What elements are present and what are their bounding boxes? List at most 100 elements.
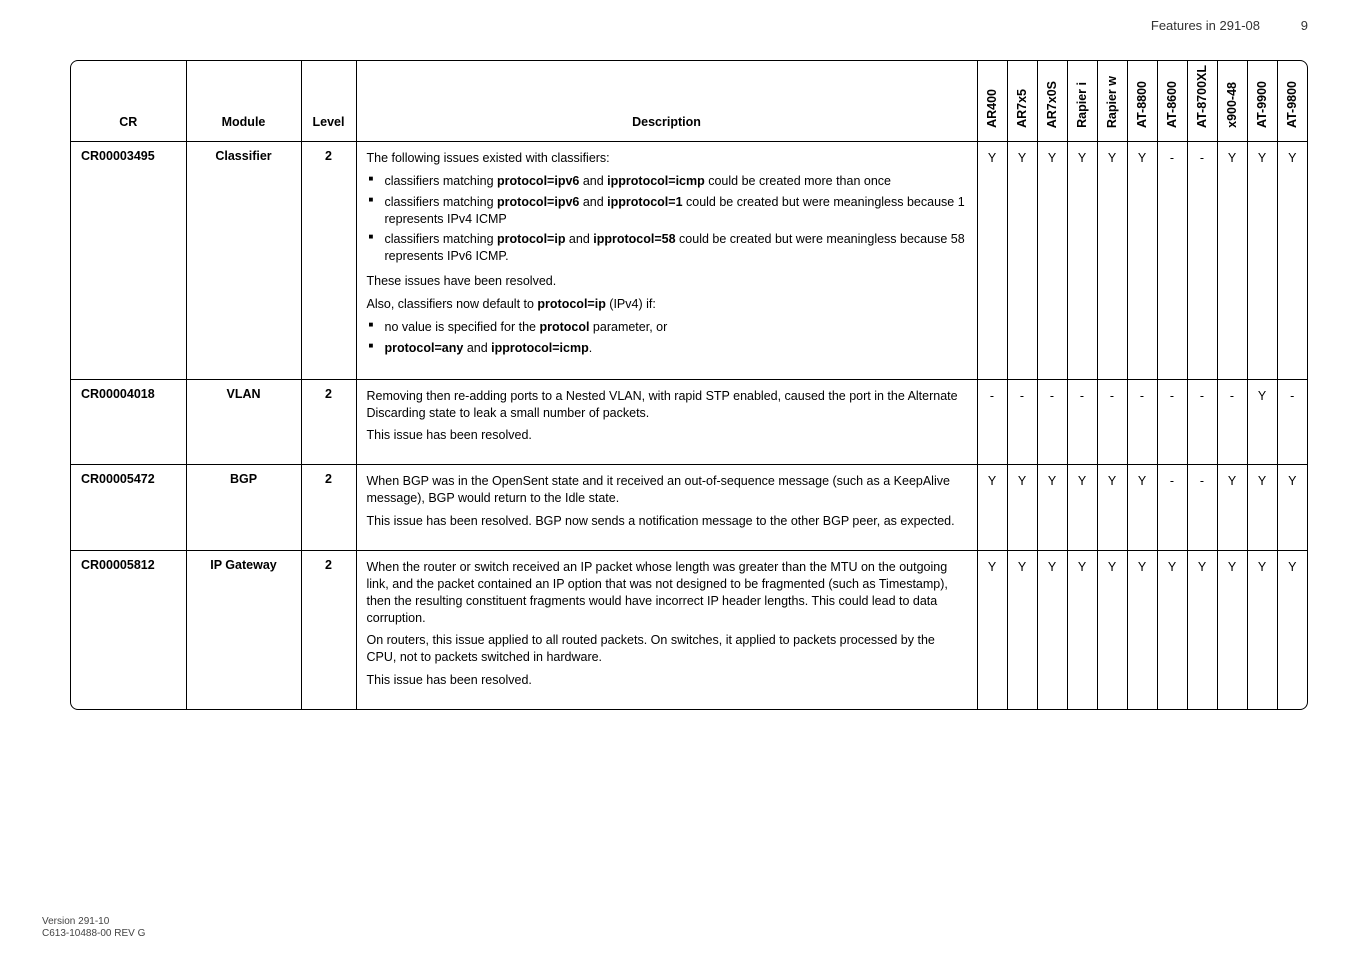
flag-cell: Y — [1277, 465, 1307, 551]
description-cell: Removing then re-adding ports to a Neste… — [356, 379, 977, 465]
flag-cell: Y — [1247, 550, 1277, 709]
flag-cell: Y — [1277, 141, 1307, 379]
desc-text: The following issues existed with classi… — [367, 150, 967, 167]
col-flag-0: AR400 — [977, 61, 1007, 141]
module-name: IP Gateway — [186, 550, 301, 709]
cr-id: CR00005812 — [71, 550, 186, 709]
flag-cell: - — [1187, 141, 1217, 379]
flag-cell: Y — [1187, 550, 1217, 709]
col-flag-8: x900-48 — [1217, 61, 1247, 141]
desc-text: Also, classifiers now default to protoco… — [367, 296, 967, 313]
table-row: CR00005812 IP Gateway 2 When the router … — [71, 550, 1307, 709]
flag-cell: - — [977, 379, 1007, 465]
flag-cell: Y — [977, 141, 1007, 379]
flag-cell: Y — [1097, 465, 1127, 551]
level-value: 2 — [301, 550, 356, 709]
desc-text: This issue has been resolved. — [367, 427, 967, 444]
level-value: 2 — [301, 379, 356, 465]
description-cell: The following issues existed with classi… — [356, 141, 977, 379]
col-cr: CR — [71, 61, 186, 141]
flag-cell: Y — [1127, 141, 1157, 379]
flag-cell: - — [1157, 465, 1187, 551]
footer-version: Version 291-10 — [42, 916, 145, 928]
list-item: classifiers matching protocol=ipv6 and i… — [385, 173, 967, 190]
flag-cell: - — [1217, 379, 1247, 465]
flag-cell: - — [1157, 379, 1187, 465]
flag-cell: Y — [1097, 550, 1127, 709]
flag-cell: Y — [1037, 550, 1067, 709]
flag-cell: - — [1007, 379, 1037, 465]
col-flag-2: AR7x0S — [1037, 61, 1067, 141]
desc-text: On routers, this issue applied to all ro… — [367, 632, 967, 666]
col-level: Level — [301, 61, 356, 141]
flag-cell: Y — [1247, 141, 1277, 379]
list-item: classifiers matching protocol=ip and ipp… — [385, 231, 967, 265]
flag-cell: Y — [977, 465, 1007, 551]
table-row: CR00003495 Classifier 2 The following is… — [71, 141, 1307, 379]
flag-cell: Y — [977, 550, 1007, 709]
flag-cell: - — [1127, 379, 1157, 465]
col-flag-9: AT-9900 — [1247, 61, 1277, 141]
flag-cell: Y — [1217, 465, 1247, 551]
col-flag-5: AT-8800 — [1127, 61, 1157, 141]
col-flag-7: AT-8700XL — [1187, 61, 1217, 141]
flag-cell: - — [1157, 141, 1187, 379]
flag-cell: - — [1187, 465, 1217, 551]
level-value: 2 — [301, 465, 356, 551]
desc-text: When the router or switch received an IP… — [367, 559, 967, 627]
desc-text: This issue has been resolved. — [367, 672, 967, 689]
flag-cell: Y — [1007, 141, 1037, 379]
cr-id: CR00003495 — [71, 141, 186, 379]
list-item: no value is specified for the protocol p… — [385, 319, 967, 336]
list-item: protocol=any and ipprotocol=icmp. — [385, 340, 967, 357]
flag-cell: Y — [1127, 550, 1157, 709]
description-cell: When BGP was in the OpenSent state and i… — [356, 465, 977, 551]
flag-cell: - — [1187, 379, 1217, 465]
flag-cell: Y — [1007, 465, 1037, 551]
desc-text: Removing then re-adding ports to a Neste… — [367, 388, 967, 422]
flag-cell: - — [1277, 379, 1307, 465]
feature-table: CR Module Level Description AR400 AR7x5 … — [70, 60, 1308, 710]
col-flag-4: Rapier w — [1097, 61, 1127, 141]
flag-cell: Y — [1097, 141, 1127, 379]
flag-cell: Y — [1217, 550, 1247, 709]
flag-cell: - — [1037, 379, 1067, 465]
flag-cell: - — [1067, 379, 1097, 465]
flag-cell: Y — [1067, 141, 1097, 379]
list-item: classifiers matching protocol=ipv6 and i… — [385, 194, 967, 228]
flag-cell: Y — [1067, 465, 1097, 551]
col-description: Description — [356, 61, 977, 141]
footer: Version 291-10 C613-10488-00 REV G — [42, 916, 145, 940]
flag-cell: Y — [1127, 465, 1157, 551]
cr-id: CR00005472 — [71, 465, 186, 551]
col-flag-1: AR7x5 — [1007, 61, 1037, 141]
description-cell: When the router or switch received an IP… — [356, 550, 977, 709]
table-row: CR00004018 VLAN 2 Removing then re-addin… — [71, 379, 1307, 465]
flag-cell: Y — [1037, 465, 1067, 551]
desc-text: These issues have been resolved. — [367, 273, 967, 290]
flag-cell: Y — [1247, 379, 1277, 465]
module-name: Classifier — [186, 141, 301, 379]
level-value: 2 — [301, 141, 356, 379]
desc-text: This issue has been resolved. BGP now se… — [367, 513, 967, 530]
footer-ref: C613-10488-00 REV G — [42, 928, 145, 940]
flag-cell: Y — [1217, 141, 1247, 379]
flag-cell: Y — [1037, 141, 1067, 379]
module-name: BGP — [186, 465, 301, 551]
col-flag-10: AT-9800 — [1277, 61, 1307, 141]
col-module: Module — [186, 61, 301, 141]
cr-id: CR00004018 — [71, 379, 186, 465]
flag-cell: - — [1097, 379, 1127, 465]
table-header-row: CR Module Level Description AR400 AR7x5 … — [71, 61, 1307, 141]
page-number: 9 — [1301, 18, 1308, 33]
table-row: CR00005472 BGP 2 When BGP was in the Ope… — [71, 465, 1307, 551]
col-flag-6: AT-8600 — [1157, 61, 1187, 141]
flag-cell: Y — [1067, 550, 1097, 709]
col-flag-3: Rapier i — [1067, 61, 1097, 141]
flag-cell: Y — [1007, 550, 1037, 709]
desc-text: When BGP was in the OpenSent state and i… — [367, 473, 967, 507]
flag-cell: Y — [1277, 550, 1307, 709]
flag-cell: Y — [1157, 550, 1187, 709]
module-name: VLAN — [186, 379, 301, 465]
header-label: Features in 291-08 — [1151, 18, 1260, 33]
